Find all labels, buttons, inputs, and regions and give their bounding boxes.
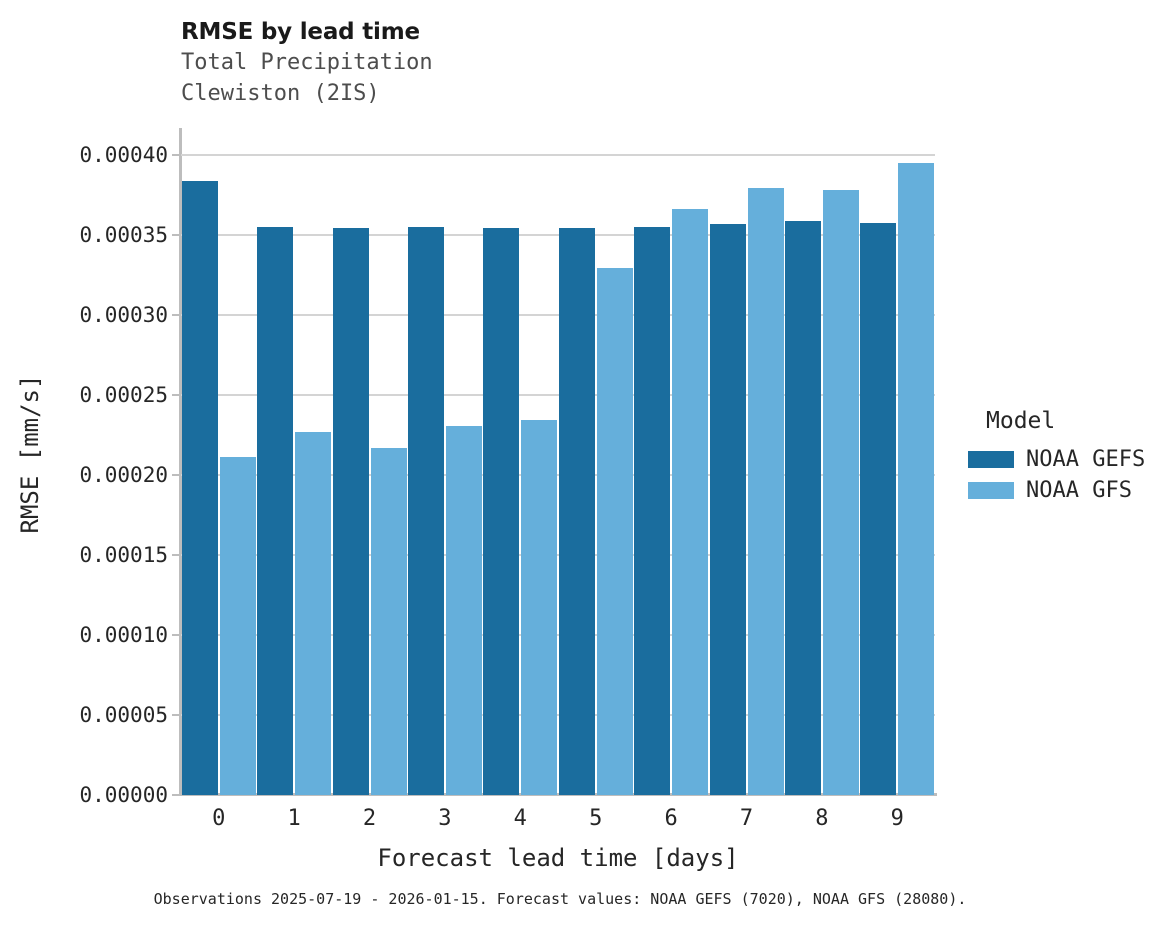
y-axis-tick-mark bbox=[172, 234, 180, 236]
gridline bbox=[181, 634, 935, 636]
y-axis-tick-label: 0.00010 bbox=[79, 623, 168, 647]
bar-noaa-gefs-day-7[interactable] bbox=[709, 223, 746, 795]
legend-title: Model bbox=[986, 408, 1056, 434]
bar-noaa-gefs-day-0[interactable] bbox=[181, 180, 218, 795]
bar-noaa-gefs-day-6[interactable] bbox=[634, 226, 671, 795]
bars-container bbox=[181, 155, 935, 795]
bar-noaa-gefs-day-5[interactable] bbox=[558, 227, 595, 795]
y-axis-tick-mark bbox=[172, 714, 180, 716]
chart-subtitle-line-1: Total Precipitation bbox=[181, 50, 433, 75]
y-axis-tick-mark bbox=[172, 154, 180, 156]
gridline bbox=[181, 474, 935, 476]
bar-noaa-gfs-day-0[interactable] bbox=[219, 456, 256, 795]
y-axis-tick-mark bbox=[172, 554, 180, 556]
bar-noaa-gefs-day-9[interactable] bbox=[860, 223, 897, 795]
legend-label-noaa-gefs: NOAA GEFS bbox=[1026, 447, 1146, 472]
y-axis-spine bbox=[179, 128, 182, 796]
x-axis-tick-label: 0 bbox=[212, 806, 226, 831]
y-axis-tick-label: 0.00005 bbox=[79, 703, 168, 727]
y-axis-tick-label: 0.00025 bbox=[79, 383, 168, 407]
y-axis-ticks: 0.00000 0.00005 0.00010 0.00015 0.00020 0.000… bbox=[0, 0, 168, 928]
chart-title: RMSE by lead time bbox=[181, 19, 420, 45]
bar-noaa-gfs-day-7[interactable] bbox=[747, 187, 784, 795]
bar-noaa-gfs-day-3[interactable] bbox=[445, 426, 482, 795]
plot-area bbox=[181, 154, 935, 795]
bar-noaa-gfs-day-8[interactable] bbox=[822, 190, 859, 795]
bar-noaa-gfs-day-5[interactable] bbox=[596, 267, 633, 795]
x-axis-title: Forecast lead time [days] bbox=[377, 844, 739, 872]
legend: Model NOAA GEFS NOAA GFS bbox=[968, 408, 1173, 506]
y-axis-tick-mark bbox=[172, 794, 180, 796]
bar-noaa-gefs-day-3[interactable] bbox=[407, 226, 444, 795]
gridline bbox=[181, 394, 935, 396]
bar-noaa-gfs-day-6[interactable] bbox=[672, 208, 709, 795]
bar-noaa-gefs-day-2[interactable] bbox=[332, 228, 369, 795]
bar-noaa-gefs-day-8[interactable] bbox=[784, 220, 821, 795]
gridline bbox=[181, 714, 935, 716]
x-axis-tick-label: 8 bbox=[815, 806, 829, 831]
x-axis-tick-label: 6 bbox=[664, 806, 678, 831]
x-axis-tick-label: 7 bbox=[739, 806, 754, 831]
gridlines bbox=[181, 154, 935, 795]
y-axis-tick-label: 0.00040 bbox=[79, 143, 168, 167]
y-axis-tick-label: 0.00015 bbox=[79, 543, 168, 567]
legend-label-noaa-gfs: NOAA GFS bbox=[1026, 478, 1132, 503]
legend-item-noaa-gefs[interactable]: NOAA GEFS bbox=[968, 444, 1173, 475]
bar-noaa-gefs-day-4[interactable] bbox=[483, 228, 520, 795]
gridline bbox=[181, 154, 935, 156]
gridline bbox=[181, 314, 935, 316]
x-axis-tick-label: 5 bbox=[589, 806, 603, 831]
legend-swatch-noaa-gefs bbox=[968, 451, 1014, 468]
bar-noaa-gfs-day-9[interactable] bbox=[898, 163, 935, 795]
title-block: RMSE by lead time Total Precipitation Cl… bbox=[181, 18, 881, 109]
bar-noaa-gfs-day-2[interactable] bbox=[370, 447, 407, 795]
y-axis-tick-label: 0.00000 bbox=[79, 783, 168, 807]
bar-noaa-gfs-day-4[interactable] bbox=[521, 419, 558, 795]
y-axis-tick-label: 0.00035 bbox=[79, 223, 168, 247]
chart-subtitle-line-2: Clewiston (2IS) bbox=[181, 81, 380, 106]
x-axis-tick-label: 3 bbox=[438, 806, 452, 831]
bar-noaa-gfs-day-1[interactable] bbox=[295, 431, 332, 795]
x-axis-tick-label: 1 bbox=[287, 806, 301, 831]
y-axis-tick-mark bbox=[172, 314, 180, 316]
y-axis-tick-mark bbox=[172, 474, 180, 476]
gridline bbox=[181, 234, 935, 236]
y-axis-tick-mark bbox=[172, 634, 180, 636]
y-axis-tick-label: 0.00030 bbox=[79, 303, 168, 327]
y-axis-title: RMSE [mm/s] bbox=[16, 374, 44, 534]
x-axis-tick-label: 9 bbox=[890, 806, 904, 831]
chart-caption: Observations 2025-07-19 - 2026-01-15. Fo… bbox=[153, 890, 967, 908]
x-axis-tick-label: 4 bbox=[513, 806, 527, 831]
y-axis-tick-mark bbox=[172, 394, 180, 396]
y-axis-tick-label: 0.00020 bbox=[79, 463, 168, 487]
bar-noaa-gefs-day-1[interactable] bbox=[257, 226, 294, 795]
x-axis-spine bbox=[179, 793, 937, 796]
gridline bbox=[181, 554, 935, 556]
legend-item-noaa-gfs[interactable]: NOAA GFS bbox=[968, 475, 1173, 506]
x-axis-tick-label: 2 bbox=[362, 806, 377, 831]
legend-swatch-noaa-gfs bbox=[968, 482, 1014, 499]
